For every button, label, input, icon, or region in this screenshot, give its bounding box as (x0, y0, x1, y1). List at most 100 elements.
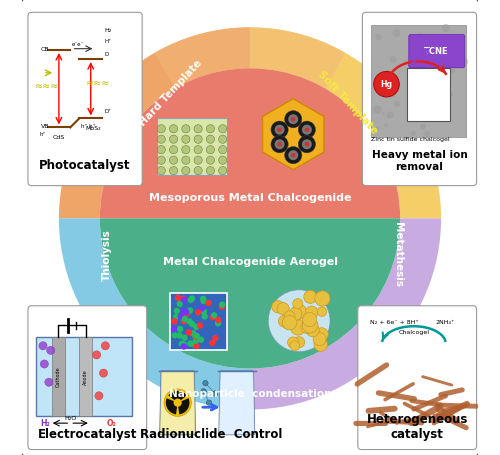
Circle shape (410, 130, 416, 136)
Wedge shape (100, 68, 400, 218)
Circle shape (450, 69, 455, 73)
Text: Anode: Anode (83, 369, 88, 384)
Circle shape (422, 55, 426, 60)
Circle shape (188, 297, 194, 303)
Text: Hard Template: Hard Template (138, 58, 203, 128)
Wedge shape (250, 218, 441, 410)
Circle shape (218, 167, 227, 175)
Circle shape (170, 125, 177, 133)
Circle shape (271, 136, 288, 153)
Circle shape (176, 332, 182, 339)
Text: 2NH₄⁺: 2NH₄⁺ (435, 320, 454, 325)
Circle shape (292, 298, 303, 308)
Circle shape (206, 156, 214, 164)
Circle shape (182, 146, 190, 154)
Circle shape (177, 326, 184, 332)
Circle shape (432, 72, 440, 80)
Text: VB: VB (40, 124, 49, 129)
Text: D⁺: D⁺ (104, 109, 112, 114)
Text: Metal Chalcogenide Aerogel: Metal Chalcogenide Aerogel (162, 257, 338, 267)
Circle shape (39, 342, 47, 350)
Circle shape (174, 399, 182, 407)
FancyBboxPatch shape (20, 0, 480, 455)
Circle shape (182, 167, 190, 175)
Circle shape (373, 105, 382, 114)
Circle shape (201, 389, 206, 394)
Circle shape (423, 97, 428, 103)
Text: Electrocatalyst: Electrocatalyst (38, 428, 137, 441)
Circle shape (414, 92, 421, 100)
Circle shape (198, 305, 205, 312)
Circle shape (192, 334, 199, 340)
Circle shape (289, 308, 302, 320)
Circle shape (278, 127, 282, 132)
Circle shape (183, 309, 190, 315)
Circle shape (200, 298, 207, 304)
Circle shape (95, 392, 103, 400)
Circle shape (178, 313, 184, 320)
Circle shape (209, 340, 216, 346)
FancyBboxPatch shape (409, 35, 465, 68)
Circle shape (288, 150, 298, 160)
Circle shape (211, 312, 218, 318)
Circle shape (218, 146, 227, 154)
Circle shape (290, 341, 300, 351)
Circle shape (284, 147, 302, 164)
Circle shape (268, 290, 330, 352)
Circle shape (298, 136, 316, 153)
Circle shape (301, 321, 313, 334)
Circle shape (194, 125, 202, 133)
Circle shape (184, 311, 190, 317)
Circle shape (218, 156, 227, 164)
Circle shape (190, 330, 196, 336)
Text: Hg: Hg (380, 80, 392, 89)
Circle shape (210, 314, 216, 320)
Circle shape (157, 135, 166, 143)
Wedge shape (178, 398, 190, 415)
Circle shape (193, 343, 200, 349)
Circle shape (193, 324, 200, 330)
FancyBboxPatch shape (362, 12, 476, 186)
Circle shape (180, 341, 187, 348)
Circle shape (284, 111, 302, 128)
Circle shape (386, 111, 394, 119)
Circle shape (288, 114, 298, 124)
Circle shape (304, 127, 309, 132)
Text: CB: CB (40, 47, 50, 51)
Circle shape (180, 308, 187, 314)
Circle shape (302, 125, 312, 135)
Circle shape (46, 346, 55, 354)
Circle shape (202, 380, 208, 386)
Circle shape (304, 290, 317, 303)
Text: Zinc tin sulfide chalcogel: Zinc tin sulfide chalcogel (372, 137, 450, 142)
Text: Photocatalyst: Photocatalyst (40, 159, 131, 172)
Polygon shape (160, 371, 196, 435)
Polygon shape (160, 371, 196, 435)
Circle shape (420, 111, 428, 120)
Text: H₂: H₂ (104, 28, 112, 33)
Circle shape (456, 46, 462, 51)
Circle shape (271, 121, 288, 138)
Circle shape (174, 308, 180, 314)
Text: Mesoporous Metal Chalcogenide: Mesoporous Metal Chalcogenide (149, 193, 351, 203)
Text: Soft Template: Soft Template (316, 69, 380, 136)
Circle shape (195, 309, 201, 316)
Circle shape (194, 135, 202, 143)
Text: ≈≈≈: ≈≈≈ (35, 81, 59, 91)
Circle shape (182, 316, 188, 322)
Polygon shape (219, 371, 254, 435)
Circle shape (291, 153, 296, 157)
Circle shape (315, 291, 330, 306)
Text: Metathesis: Metathesis (393, 222, 403, 287)
Text: TCNE: TCNE (424, 47, 449, 56)
Text: Heterogeneous
catalyst: Heterogeneous catalyst (366, 413, 468, 441)
Wedge shape (100, 218, 400, 369)
Circle shape (101, 342, 110, 350)
Circle shape (436, 79, 444, 87)
Circle shape (282, 315, 297, 330)
Text: Chalcogel: Chalcogel (398, 330, 430, 335)
Polygon shape (262, 99, 324, 170)
Circle shape (292, 304, 306, 319)
Circle shape (187, 340, 194, 347)
Circle shape (170, 156, 177, 164)
